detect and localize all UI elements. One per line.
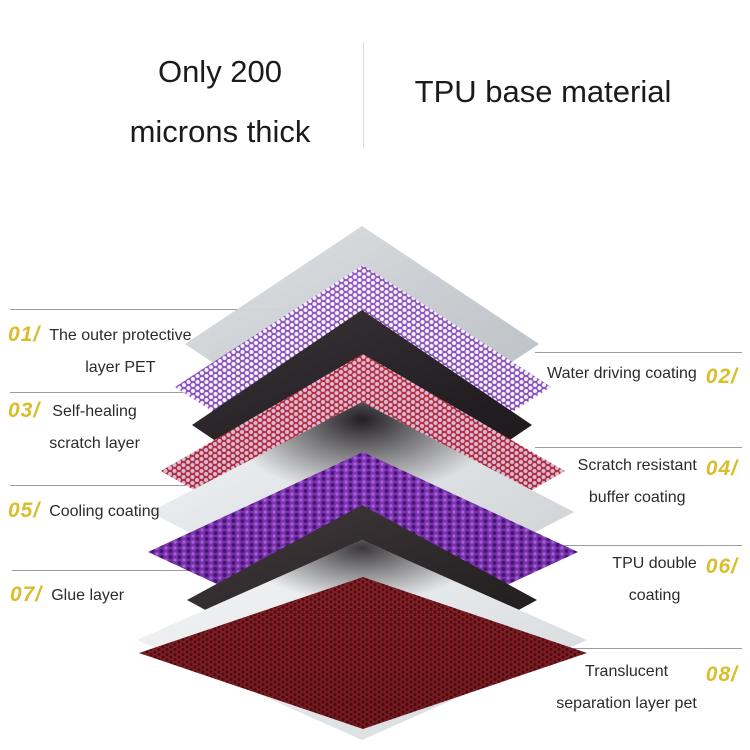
index-number-07: 07/ — [10, 583, 43, 606]
callout-text-03: Self-healing scratch layer — [49, 396, 140, 460]
callout-text-line: Cooling coating — [49, 503, 160, 520]
leader-line-07 — [12, 570, 292, 571]
index-number-08: 08/ — [705, 663, 738, 686]
title-left-line2: microns thick — [129, 114, 311, 149]
leader-line-02 — [535, 352, 742, 353]
callout-text-07: Glue layer — [51, 580, 124, 612]
callout-text-line: Water driving coating — [547, 365, 697, 382]
title-divider — [363, 42, 364, 148]
index-number-02: 02/ — [705, 365, 738, 388]
callout-text-line: coating — [628, 587, 681, 604]
index-number-01: 01/ — [8, 323, 41, 346]
callout-05: 05/Cooling coating — [8, 496, 160, 528]
title-left-line1: Only 200 — [157, 54, 283, 89]
callout-text-line: TPU double — [612, 555, 697, 572]
title-right-line1: TPU base material — [414, 74, 672, 109]
callout-text-line: The outer protective — [49, 327, 192, 344]
callout-02: Water driving coating 02/ — [547, 358, 738, 390]
callout-07: 07/Glue layer — [10, 580, 124, 612]
leader-line-06 — [530, 545, 742, 546]
index-number-05: 05/ — [8, 499, 41, 522]
page-title-right: TPU base material — [378, 62, 708, 122]
callout-text-06: TPU double coating — [612, 548, 697, 612]
callout-03: 03/Self-healing scratch layer — [8, 396, 140, 460]
leader-line-03 — [10, 392, 292, 393]
callout-text-line: scratch layer — [49, 435, 140, 452]
callout-text-05: Cooling coating — [49, 496, 159, 528]
callout-text-08: Translucent separation layer pet — [556, 656, 697, 720]
callout-08: Translucent separation layer pet 08/ — [556, 656, 738, 720]
callout-text-02: Water driving coating — [547, 358, 697, 390]
callout-text-line: buffer coating — [588, 489, 686, 506]
callout-text-04: Scratch resistant buffer coating — [578, 450, 697, 514]
index-number-06: 06/ — [705, 555, 738, 578]
callout-04: Scratch resistant buffer coating 04/ — [578, 450, 738, 514]
index-number-03: 03/ — [8, 399, 41, 422]
callout-06: TPU double coating 06/ — [612, 548, 738, 612]
leader-line-01 — [10, 309, 292, 310]
callout-text-line: Translucent — [585, 663, 669, 680]
leader-line-04 — [535, 447, 742, 448]
page-title-left: Only 200 microns thick — [85, 42, 355, 162]
leader-line-05 — [10, 485, 292, 486]
callout-text-line: Self-healing — [52, 403, 137, 420]
index-number-04: 04/ — [705, 457, 738, 480]
callout-text-line: Glue layer — [51, 587, 125, 604]
callout-text-line: separation layer pet — [556, 695, 697, 712]
leader-line-08 — [450, 648, 742, 649]
callout-text-line: Scratch resistant — [577, 457, 697, 474]
callout-text-line: layer PET — [85, 359, 156, 376]
callout-text-01: The outer protective layer PET — [49, 320, 191, 384]
callout-01: 01/The outer protective layer PET — [8, 320, 192, 384]
